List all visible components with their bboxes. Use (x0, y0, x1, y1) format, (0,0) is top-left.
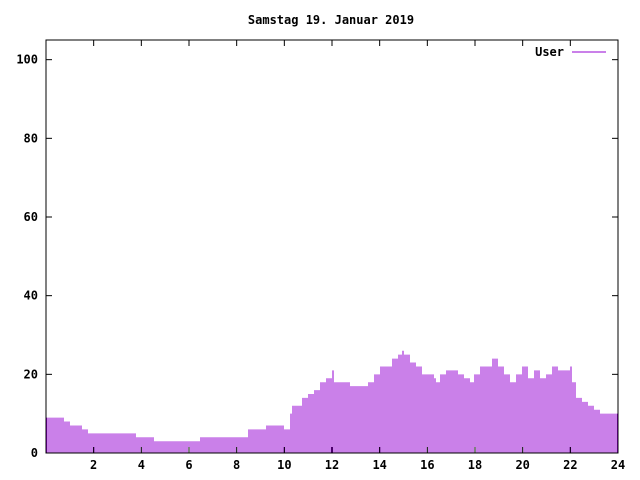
x-tick-label: 8 (233, 458, 240, 472)
x-tick-label: 10 (277, 458, 291, 472)
x-tick-label: 12 (325, 458, 339, 472)
x-tick-label: 6 (185, 458, 192, 472)
y-tick-label: 100 (16, 53, 38, 67)
x-tick-label: 24 (611, 458, 625, 472)
x-tick-label: 2 (90, 458, 97, 472)
x-tick-label: 22 (563, 458, 577, 472)
axes (45, 39, 619, 454)
x-tick-label: 16 (420, 458, 434, 472)
y-tick-label: 40 (24, 289, 38, 303)
y-tick-label: 0 (31, 446, 38, 460)
bar-series (46, 350, 618, 453)
x-tick-label: 20 (515, 458, 529, 472)
chart-title: Samstag 19. Januar 2019 (248, 13, 414, 27)
x-tick-label: 14 (372, 458, 386, 472)
x-tick-labels: 2 4 6 8 10 12 14 16 18 20 22 24 (90, 458, 625, 472)
x-tick-label: 4 (138, 458, 145, 472)
legend: User (535, 45, 606, 59)
tick-marks (46, 40, 619, 454)
plot-frame (45, 39, 619, 454)
y-tick-label: 60 (24, 210, 38, 224)
y-tick-label: 20 (24, 367, 38, 381)
x-tick-label: 18 (468, 458, 482, 472)
legend-label-user: User (535, 45, 564, 59)
y-tick-label: 80 (24, 131, 38, 145)
y-tick-labels: 0 20 40 60 80 100 (16, 53, 38, 460)
